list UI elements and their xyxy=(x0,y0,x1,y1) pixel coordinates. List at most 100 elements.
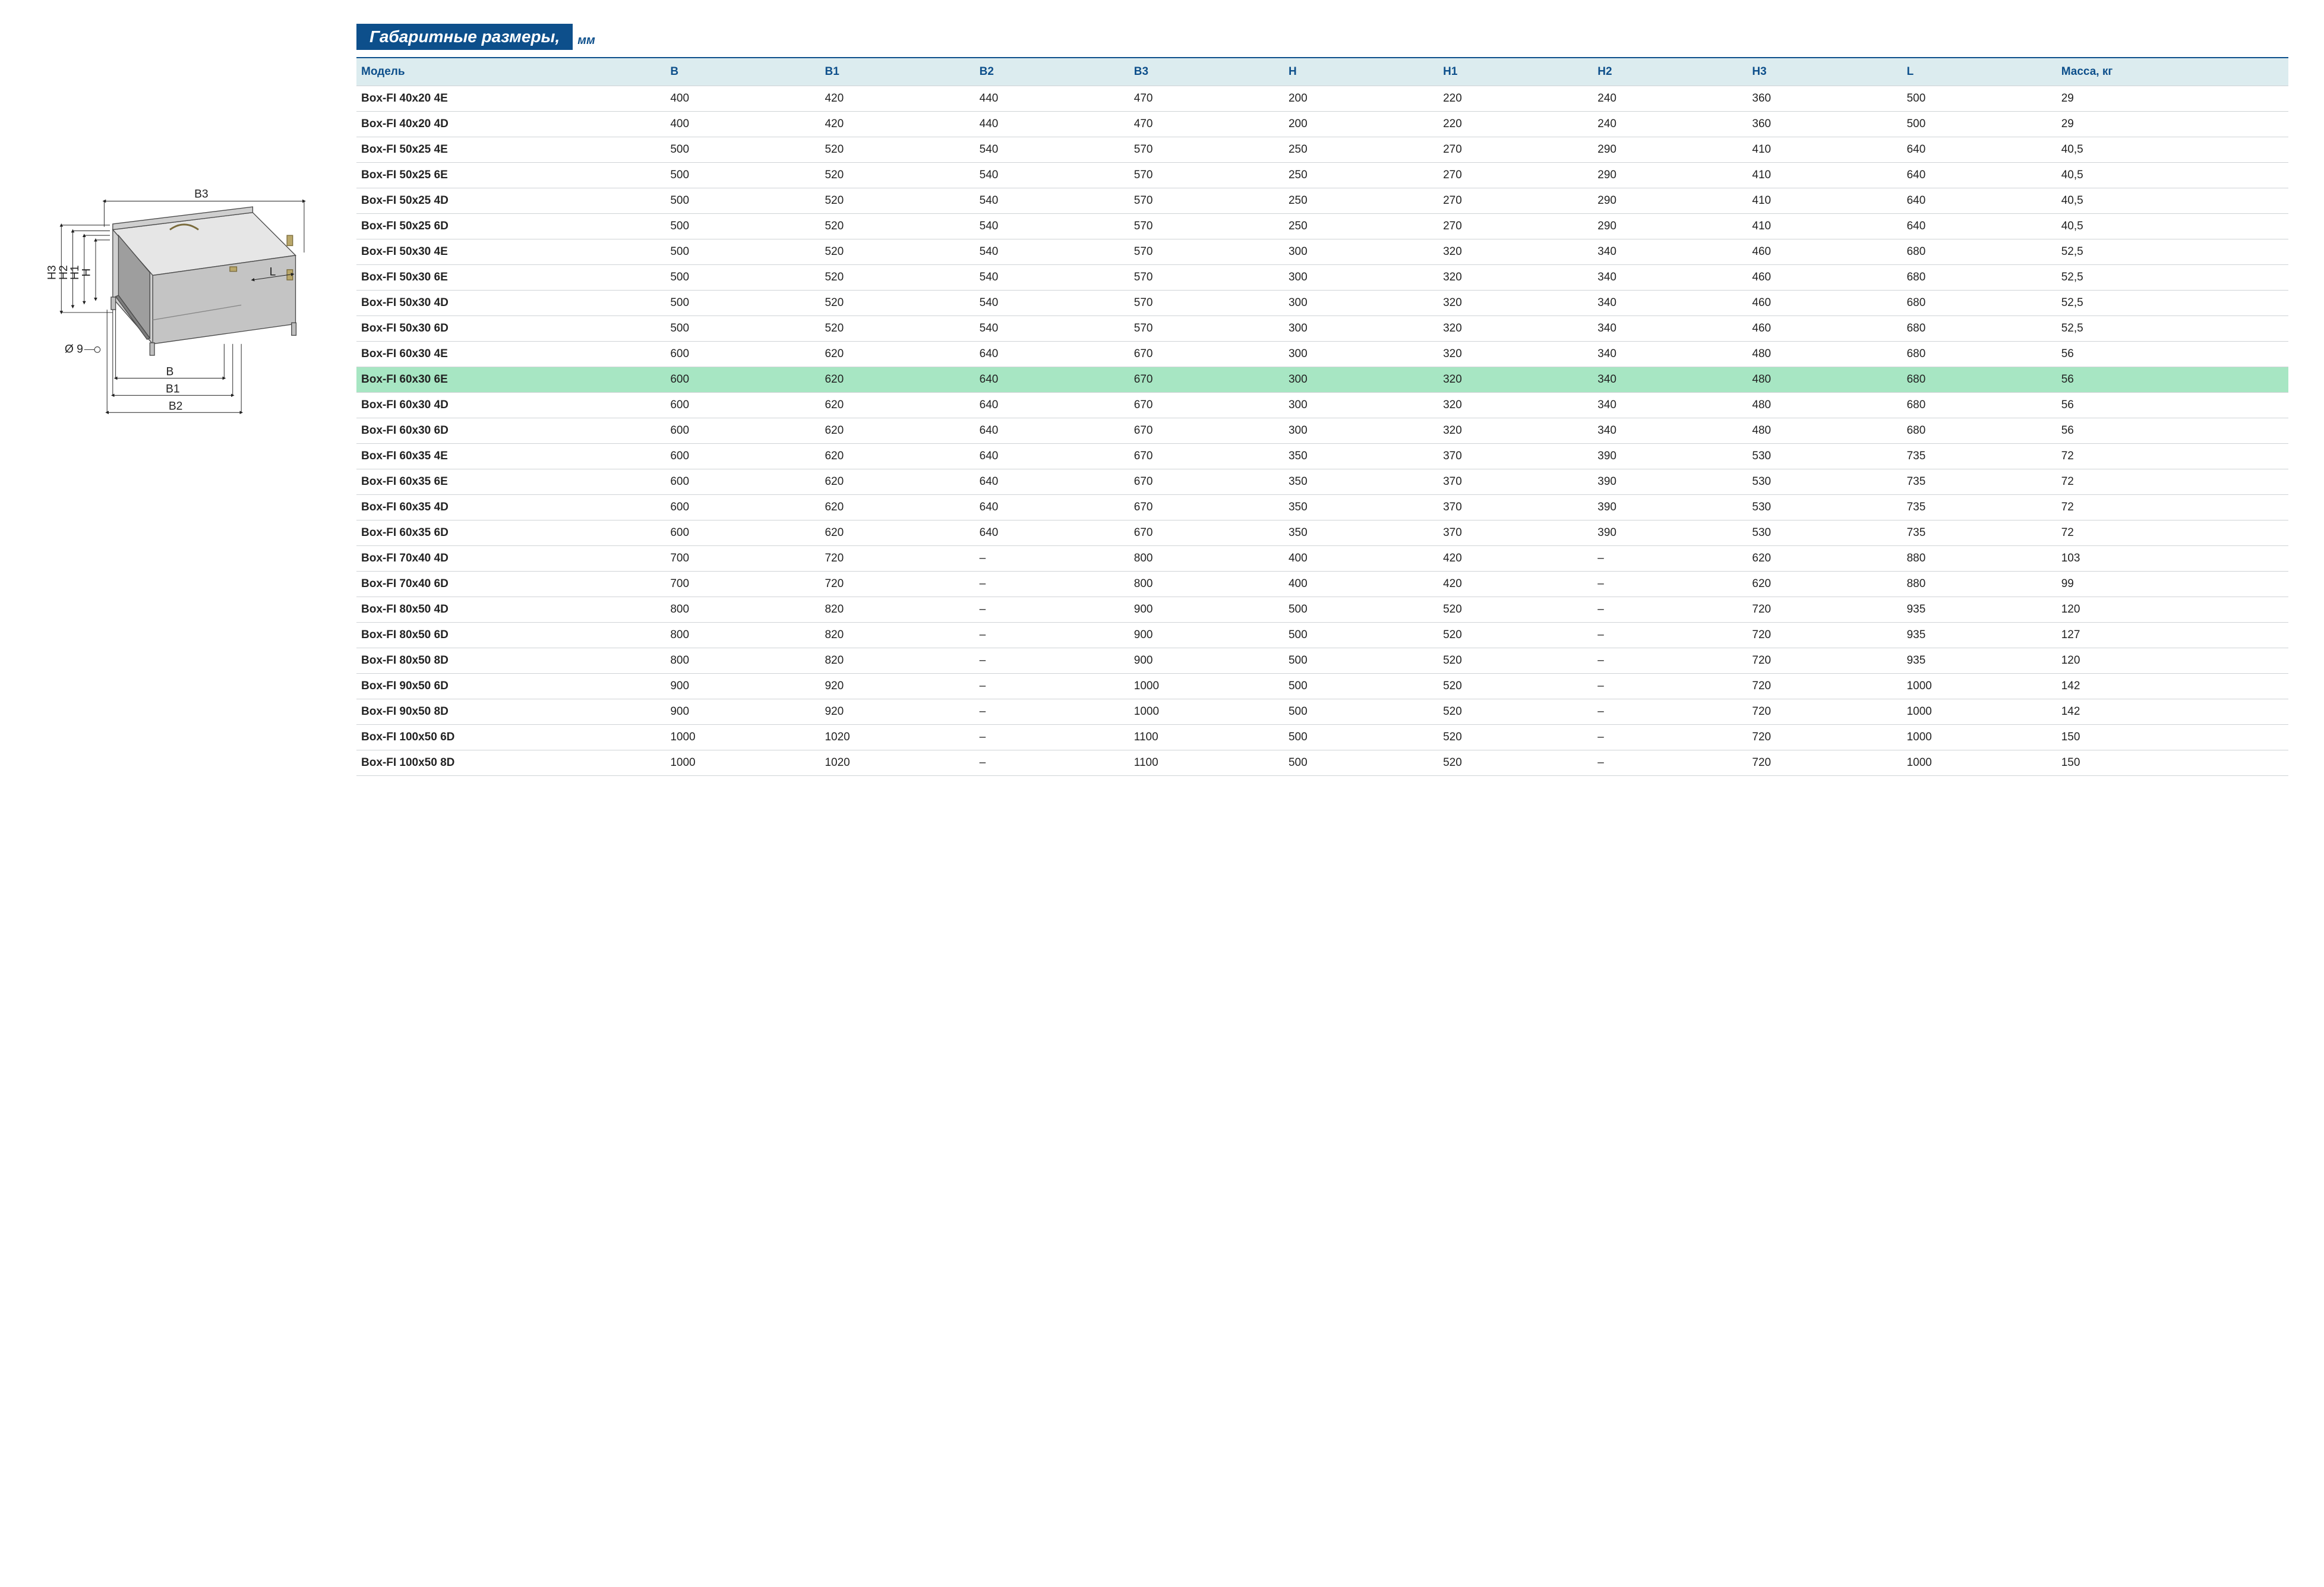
value-cell: 1000 xyxy=(1902,750,2057,776)
value-cell: 290 xyxy=(1593,214,1747,239)
value-cell: 220 xyxy=(1438,112,1593,137)
model-cell: Box-FI 60x35 6E xyxy=(356,469,665,495)
value-cell: 350 xyxy=(1284,495,1438,520)
model-cell: Box-FI 50x30 6D xyxy=(356,316,665,342)
model-cell: Box-FI 50x30 6E xyxy=(356,265,665,291)
value-cell: 570 xyxy=(1129,265,1284,291)
value-cell: 40,5 xyxy=(2057,163,2288,188)
value-cell: 530 xyxy=(1747,495,1902,520)
value-cell: 620 xyxy=(820,393,974,418)
value-cell: 460 xyxy=(1747,291,1902,316)
value-cell: 520 xyxy=(1438,674,1593,699)
value-cell: 340 xyxy=(1593,418,1747,444)
value-cell: 540 xyxy=(975,291,1129,316)
value-cell: 540 xyxy=(975,163,1129,188)
value-cell: 735 xyxy=(1902,444,2057,469)
table-row: Box-FI 60x35 4D6006206406703503703905307… xyxy=(356,495,2288,520)
model-cell: Box-FI 50x25 4D xyxy=(356,188,665,214)
value-cell: 40,5 xyxy=(2057,214,2288,239)
model-cell: Box-FI 50x25 6D xyxy=(356,214,665,239)
value-cell: 1000 xyxy=(1129,699,1284,725)
value-cell: – xyxy=(1593,572,1747,597)
value-cell: 127 xyxy=(2057,623,2288,648)
value-cell: 1100 xyxy=(1129,725,1284,750)
value-cell: 410 xyxy=(1747,163,1902,188)
table-row: Box-FI 50x30 4E5005205405703003203404606… xyxy=(356,239,2288,265)
value-cell: 142 xyxy=(2057,699,2288,725)
value-cell: 1000 xyxy=(1902,699,2057,725)
value-cell: 520 xyxy=(820,239,974,265)
model-cell: Box-FI 80x50 8D xyxy=(356,648,665,674)
value-cell: 640 xyxy=(975,393,1129,418)
value-cell: 270 xyxy=(1438,163,1593,188)
section-title-bar: Габаритные размеры, мм xyxy=(356,24,2288,50)
model-cell: Box-FI 50x30 4D xyxy=(356,291,665,316)
value-cell: 570 xyxy=(1129,291,1284,316)
value-cell: 935 xyxy=(1902,623,2057,648)
model-cell: Box-FI 50x25 4E xyxy=(356,137,665,163)
value-cell: – xyxy=(975,699,1129,725)
value-cell: 56 xyxy=(2057,367,2288,393)
value-cell: 480 xyxy=(1747,418,1902,444)
value-cell: 520 xyxy=(1438,750,1593,776)
value-cell: 900 xyxy=(1129,623,1284,648)
value-cell: 72 xyxy=(2057,495,2288,520)
value-cell: 1000 xyxy=(1902,674,2057,699)
table-row: Box-FI 70x40 4D700720–800400420–62088010… xyxy=(356,546,2288,572)
table-row: Box-FI 60x35 6E6006206406703503703905307… xyxy=(356,469,2288,495)
value-cell: 880 xyxy=(1902,546,2057,572)
value-cell: 600 xyxy=(665,444,820,469)
table-header-cell: H3 xyxy=(1747,58,1902,86)
value-cell: – xyxy=(975,674,1129,699)
value-cell: 500 xyxy=(1284,674,1438,699)
value-cell: – xyxy=(1593,674,1747,699)
value-cell: 360 xyxy=(1747,86,1902,112)
table-row: Box-FI 100x50 6D10001020–1100500520–7201… xyxy=(356,725,2288,750)
value-cell: 1000 xyxy=(1902,725,2057,750)
value-cell: – xyxy=(975,648,1129,674)
value-cell: 370 xyxy=(1438,444,1593,469)
value-cell: 640 xyxy=(1902,163,2057,188)
value-cell: 120 xyxy=(2057,648,2288,674)
value-cell: 620 xyxy=(820,342,974,367)
table-row: Box-FI 50x30 4D5005205405703003203404606… xyxy=(356,291,2288,316)
model-cell: Box-FI 90x50 8D xyxy=(356,699,665,725)
table-row: Box-FI 60x30 6E6006206406703003203404806… xyxy=(356,367,2288,393)
value-cell: 320 xyxy=(1438,239,1593,265)
value-cell: 600 xyxy=(665,495,820,520)
value-cell: 900 xyxy=(1129,597,1284,623)
table-row: Box-FI 60x30 6D6006206406703003203404806… xyxy=(356,418,2288,444)
value-cell: 340 xyxy=(1593,393,1747,418)
table-header-cell: H1 xyxy=(1438,58,1593,86)
table-row: Box-FI 50x25 6E5005205405702502702904106… xyxy=(356,163,2288,188)
model-cell: Box-FI 90x50 6D xyxy=(356,674,665,699)
value-cell: 540 xyxy=(975,188,1129,214)
value-cell: – xyxy=(1593,750,1747,776)
value-cell: 400 xyxy=(1284,546,1438,572)
value-cell: 530 xyxy=(1747,469,1902,495)
value-cell: 720 xyxy=(1747,750,1902,776)
dim-label-l: L xyxy=(270,266,276,278)
model-cell: Box-FI 50x25 6E xyxy=(356,163,665,188)
table-row: Box-FI 60x30 4D6006206406703003203404806… xyxy=(356,393,2288,418)
value-cell: 320 xyxy=(1438,342,1593,367)
value-cell: 500 xyxy=(665,239,820,265)
value-cell: 400 xyxy=(665,112,820,137)
value-cell: – xyxy=(975,623,1129,648)
value-cell: 800 xyxy=(665,623,820,648)
value-cell: 570 xyxy=(1129,316,1284,342)
table-header-cell: Масса, кг xyxy=(2057,58,2288,86)
value-cell: 370 xyxy=(1438,495,1593,520)
value-cell: 500 xyxy=(1284,623,1438,648)
value-cell: – xyxy=(975,546,1129,572)
value-cell: 340 xyxy=(1593,291,1747,316)
value-cell: 410 xyxy=(1747,214,1902,239)
table-header-cell: L xyxy=(1902,58,2057,86)
value-cell: 680 xyxy=(1902,342,2057,367)
value-cell: 600 xyxy=(665,393,820,418)
value-cell: 500 xyxy=(665,137,820,163)
diagram-svg-container: B3 L H3 H2 H1 H B B1 B2 Ø 9 xyxy=(36,178,333,444)
value-cell: 40,5 xyxy=(2057,188,2288,214)
value-cell: 620 xyxy=(820,495,974,520)
value-cell: 340 xyxy=(1593,342,1747,367)
